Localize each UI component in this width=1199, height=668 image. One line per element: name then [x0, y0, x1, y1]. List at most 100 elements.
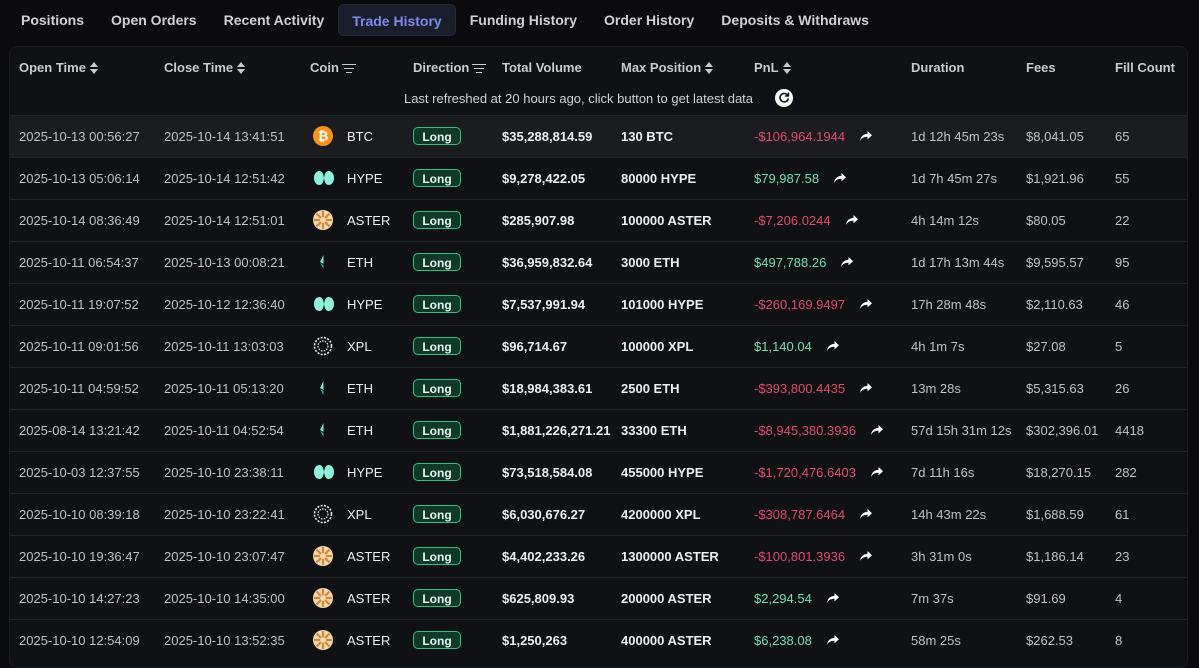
table-row[interactable]: 2025-10-13 00:56:27 2025-10-14 13:41:51 ₿ B… [10, 115, 1187, 157]
share-icon[interactable] [826, 634, 840, 649]
hype-coin-icon [313, 462, 334, 482]
open-time: 2025-10-11 19:07:52 [19, 297, 139, 312]
share-icon[interactable] [870, 424, 884, 439]
sort-icon[interactable] [237, 61, 246, 74]
table-row[interactable]: 2025-10-10 19:36:47 2025-10-10 23:07:47 AS… [10, 535, 1187, 577]
svg-text:₿: ₿ [318, 129, 329, 144]
share-icon[interactable] [859, 508, 873, 523]
pnl-value: $6,238.08 [754, 633, 812, 648]
aster-coin-icon [313, 546, 333, 566]
pnl-value: $79,987.58 [754, 171, 820, 186]
tab-trade-history[interactable]: Trade History [338, 4, 456, 36]
close-time: 2025-10-12 12:36:40 [164, 297, 285, 312]
direction-badge: Long [413, 379, 461, 397]
pnl-cell: -$308,787.6464 [754, 507, 873, 523]
duration: 4h 14m 12s [911, 213, 979, 228]
refresh-text: Last refreshed at 20 hours ago, click bu… [403, 90, 754, 106]
col-close-time[interactable]: Close Time [164, 60, 246, 75]
table-row[interactable]: 2025-10-11 19:07:52 2025-10-12 12:36:40 HY… [10, 283, 1187, 325]
direction-badge: Long [413, 463, 461, 481]
share-icon[interactable] [826, 340, 840, 355]
share-icon[interactable] [859, 550, 873, 565]
pnl-cell: -$8,945,380.3936 [754, 423, 884, 439]
open-time: 2025-10-10 14:27:23 [19, 591, 140, 606]
pnl-cell: -$7,206.0244 [754, 213, 859, 229]
sort-icon[interactable] [89, 61, 98, 74]
fees: $27.08 [1026, 339, 1066, 354]
refresh-button[interactable] [775, 89, 794, 107]
share-icon[interactable] [833, 172, 847, 187]
fill-count: 4418 [1115, 423, 1144, 438]
total-volume: $4,402,233.26 [502, 549, 586, 564]
fill-count: 65 [1115, 129, 1130, 144]
share-icon[interactable] [826, 592, 840, 607]
table-row[interactable]: 2025-10-03 12:37:55 2025-10-10 23:38:11 HY… [10, 451, 1187, 493]
share-icon[interactable] [859, 298, 873, 313]
share-icon[interactable] [870, 466, 884, 481]
tab-funding-history[interactable]: Funding History [469, 12, 578, 28]
col-open-time[interactable]: Open Time [19, 60, 98, 75]
share-icon[interactable] [840, 256, 854, 271]
tab-bar: Positions Open Orders Recent Activity Trade… [8, 3, 883, 37]
coin-name: XPL [347, 507, 372, 522]
table-row[interactable]: 2025-08-14 13:21:42 2025-10-11 04:52:54 ET… [10, 409, 1187, 451]
table-row[interactable]: 2025-10-11 06:54:37 2025-10-13 00:08:21 ET… [10, 241, 1187, 283]
fill-count: 95 [1115, 255, 1130, 270]
col-coin[interactable]: Coin [310, 60, 356, 75]
table-row[interactable]: 2025-10-10 08:39:18 2025-10-10 23:22:41 XP… [10, 493, 1187, 535]
filter-icon[interactable] [341, 63, 356, 73]
fees: $91.69 [1026, 591, 1066, 606]
duration: 1d 12h 45m 23s [911, 129, 1005, 144]
share-icon[interactable] [859, 382, 873, 397]
fees: $80.05 [1026, 213, 1066, 228]
max-position: 2500 ETH [621, 381, 680, 396]
col-direction[interactable]: Direction [413, 60, 487, 75]
table-row[interactable]: 2025-10-14 08:36:49 2025-10-14 12:51:01 AS… [10, 199, 1187, 241]
direction-badge: Long [413, 211, 461, 229]
fees: $1,186.14 [1026, 549, 1084, 564]
table-row[interactable]: 2025-10-10 12:54:09 2025-10-10 13:52:35 AS… [10, 619, 1187, 661]
max-position: 130 BTC [621, 129, 674, 144]
fees: $2,110.63 [1026, 297, 1083, 312]
total-volume: $1,250,263 [502, 633, 568, 648]
total-volume: $36,959,832.64 [502, 255, 593, 270]
fees: $9,595.57 [1026, 255, 1084, 270]
coin-name: BTC [347, 129, 373, 144]
tab-order-history[interactable]: Order History [604, 12, 695, 28]
open-time: 2025-10-10 08:39:18 [19, 507, 140, 522]
share-icon[interactable] [859, 130, 873, 145]
duration: 7d 11h 16s [911, 465, 975, 480]
fill-count: 61 [1115, 507, 1130, 522]
open-time: 2025-10-10 12:54:09 [19, 633, 140, 648]
col-pnl-label: PnL [754, 60, 779, 75]
fees: $8,041.05 [1026, 129, 1084, 144]
close-time: 2025-10-14 12:51:01 [164, 213, 285, 228]
table-row[interactable]: 2025-10-11 09:01:56 2025-10-11 13:03:03 XP… [10, 325, 1187, 367]
open-time: 2025-10-03 12:37:55 [19, 465, 140, 480]
fees: $262.53 [1026, 633, 1073, 648]
tab-recent-activity[interactable]: Recent Activity [223, 12, 325, 28]
direction-badge: Long [413, 589, 461, 607]
col-max-position[interactable]: Max Position [621, 60, 714, 75]
table-row[interactable]: 2025-10-10 14:27:23 2025-10-10 14:35:00 AS… [10, 577, 1187, 619]
share-icon[interactable] [845, 214, 859, 229]
filter-icon[interactable] [472, 63, 487, 73]
sort-icon[interactable] [782, 61, 791, 74]
table-row[interactable]: 2025-10-11 04:59:52 2025-10-11 05:13:20 ET… [10, 367, 1187, 409]
tab-deposits-withdraws[interactable]: Deposits & Withdraws [721, 12, 869, 28]
pnl-value: -$100,801.3936 [754, 549, 846, 564]
col-pnl[interactable]: PnL [754, 60, 791, 75]
table-row[interactable]: 2025-10-13 05:06:14 2025-10-14 12:51:42 HY… [10, 157, 1187, 199]
fill-count: 4 [1115, 591, 1123, 606]
fill-count: 55 [1115, 171, 1130, 186]
duration: 1d 17h 13m 44s [911, 255, 1005, 270]
tab-positions[interactable]: Positions [21, 12, 85, 28]
pnl-cell: $2,294.54 [754, 591, 840, 607]
col-close-time-label: Close Time [164, 60, 234, 75]
close-time: 2025-10-14 13:41:51 [164, 129, 285, 144]
sort-icon[interactable] [705, 61, 714, 74]
pnl-cell: $497,788.26 [754, 255, 854, 271]
tab-open-orders[interactable]: Open Orders [111, 12, 197, 28]
coin-name: ETH [347, 423, 373, 438]
duration: 4h 1m 7s [911, 339, 965, 354]
